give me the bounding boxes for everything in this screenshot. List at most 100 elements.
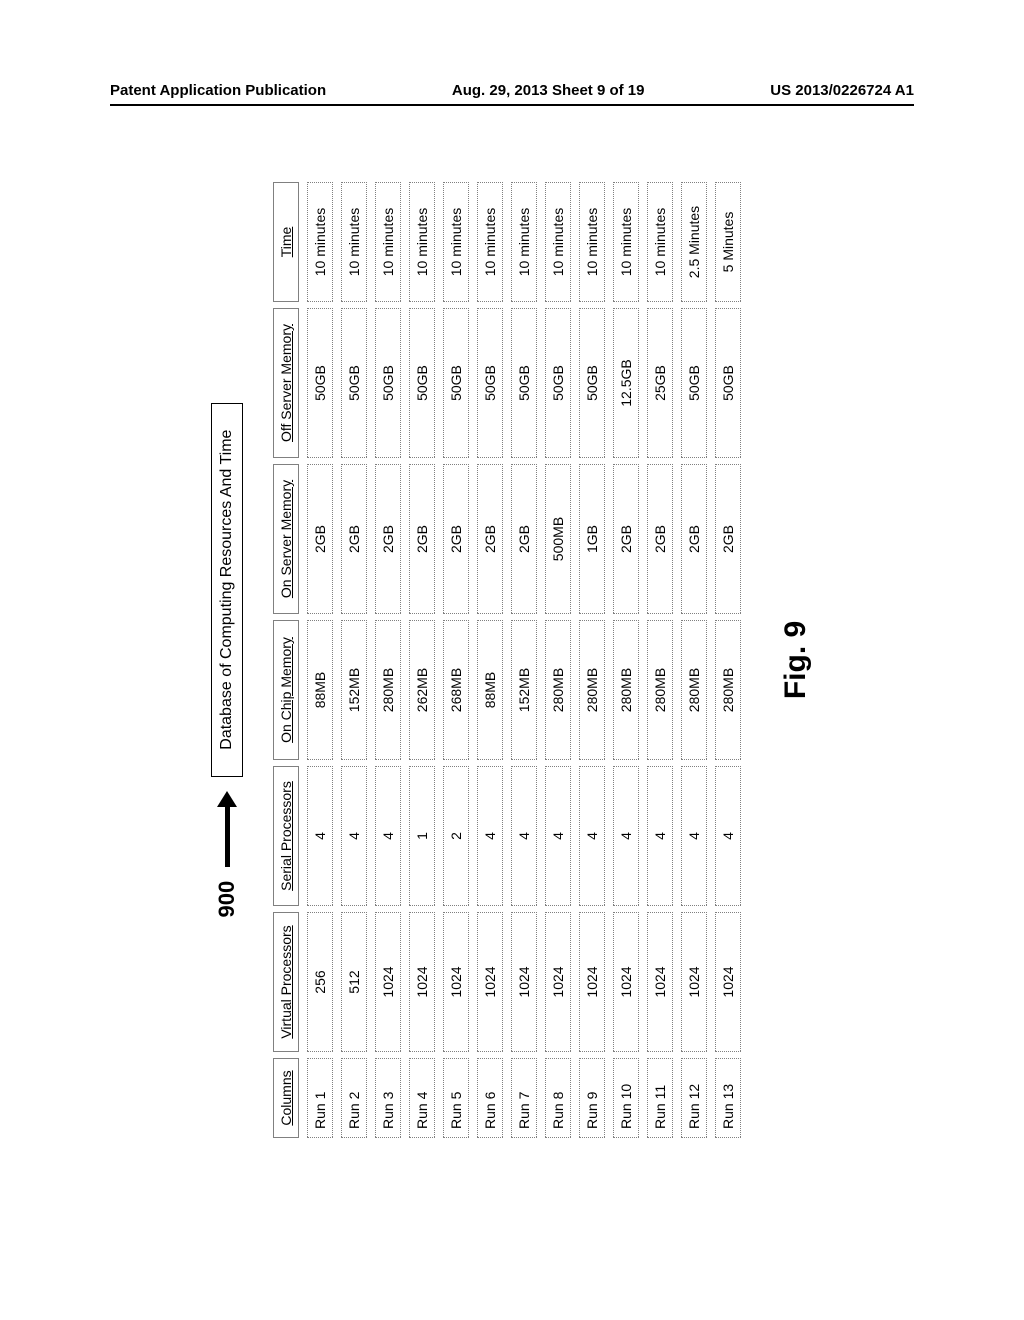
table-cell: 1024 (715, 912, 741, 1052)
table-cell: 4 (715, 766, 741, 906)
table-cell: 152MB (341, 620, 367, 760)
table-cell: 500MB (545, 464, 571, 614)
resources-table: Columns Virtual Processors Serial Processo… (265, 176, 749, 1144)
table-cell: 10 minutes (511, 182, 537, 302)
table-cell: 4 (613, 766, 639, 906)
table-cell: 50GB (545, 308, 571, 458)
table-cell: 10 minutes (477, 182, 503, 302)
table-cell: 10 minutes (579, 182, 605, 302)
table-cell: 4 (647, 766, 673, 906)
figure-caption: Fig. 9 (779, 150, 813, 1170)
table-row: Run 410241262MB2GB50GB10 minutes (409, 182, 435, 1138)
row-label: Run 6 (477, 1058, 503, 1138)
table-row: Run 710244152MB2GB50GB10 minutes (511, 182, 537, 1138)
column-header: On Server Memory (273, 464, 299, 614)
table-cell: 4 (375, 766, 401, 906)
table-cell: 50GB (341, 308, 367, 458)
column-header: Columns (273, 1058, 299, 1138)
table-cell: 10 minutes (545, 182, 571, 302)
table-cell: 2.5 Minutes (681, 182, 707, 302)
column-header: On Chip Memory (273, 620, 299, 760)
column-header: Time (273, 182, 299, 302)
table-row: Run 1110244280MB2GB25GB10 minutes (647, 182, 673, 1138)
table-cell: 1024 (545, 912, 571, 1052)
table-cell: 1024 (443, 912, 469, 1052)
table-row: Run 910244280MB1GB50GB10 minutes (579, 182, 605, 1138)
table-cell: 4 (307, 766, 333, 906)
table-row: Run 1010244280MB2GB12.5GB10 minutes (613, 182, 639, 1138)
column-header: Serial Processors (273, 766, 299, 906)
table-cell: 5 Minutes (715, 182, 741, 302)
column-header: Off Server Memory (273, 308, 299, 458)
row-label: Run 10 (613, 1058, 639, 1138)
table-cell: 50GB (511, 308, 537, 458)
table-cell: 1024 (511, 912, 537, 1052)
figure-9: 900 Database of Computing Resources And … (211, 150, 813, 1170)
table-row: Run 510242268MB2GB50GB10 minutes (443, 182, 469, 1138)
table-cell: 2GB (375, 464, 401, 614)
table-row: Run 6 1024 4 88MB 2GB 50GB 10 minutes (477, 182, 503, 1138)
table-cell: 10 minutes (613, 182, 639, 302)
table-cell: 2GB (443, 464, 469, 614)
row-label: Run 2 (341, 1058, 367, 1138)
table-cell: 4 (579, 766, 605, 906)
table-cell: 10 minutes (375, 182, 401, 302)
table-cell: 152MB (511, 620, 537, 760)
table-cell: 25GB (647, 308, 673, 458)
table-cell: 10 minutes (409, 182, 435, 302)
header-left: Patent Application Publication (110, 82, 326, 99)
table-cell: 88MB (307, 620, 333, 760)
table-cell: 4 (477, 766, 503, 906)
arrow-icon (217, 791, 237, 867)
table-cell: 2GB (477, 464, 503, 614)
header-center: Aug. 29, 2013 Sheet 9 of 19 (452, 82, 645, 99)
table-cell: 280MB (681, 620, 707, 760)
table-cell: 50GB (409, 308, 435, 458)
table-cell: 4 (511, 766, 537, 906)
table-cell: 50GB (443, 308, 469, 458)
table-cell: 280MB (579, 620, 605, 760)
table-cell: 4 (341, 766, 367, 906)
table-body: Run 1256488MB2GB50GB10 minutesRun 251241… (307, 182, 741, 1138)
figure-title-row: 900 Database of Computing Resources And … (211, 150, 243, 1170)
table-cell: 1024 (647, 912, 673, 1052)
page-header: Patent Application Publication Aug. 29, … (0, 82, 1024, 99)
table-cell: 2GB (681, 464, 707, 614)
table-cell: 1024 (477, 912, 503, 1052)
row-label: Run 4 (409, 1058, 435, 1138)
table-cell: 10 minutes (307, 182, 333, 302)
table-cell: 2GB (647, 464, 673, 614)
table-row: Run 1210244280MB2GB50GB2.5 Minutes (681, 182, 707, 1138)
table-cell: 12.5GB (613, 308, 639, 458)
row-label: Run 3 (375, 1058, 401, 1138)
table-cell: 268MB (443, 620, 469, 760)
table-cell: 512 (341, 912, 367, 1052)
row-label: Run 1 (307, 1058, 333, 1138)
table-row: Run 3 1024 4 280MB 2GB 50GB 10 minutes (375, 182, 401, 1138)
table-cell: 88MB (477, 620, 503, 760)
table-cell: 50GB (477, 308, 503, 458)
row-label: Run 13 (715, 1058, 741, 1138)
header-right: US 2013/0226724 A1 (770, 82, 914, 99)
table-row: Run 1310244280MB2GB50GB5 Minutes (715, 182, 741, 1138)
table-cell: 1024 (375, 912, 401, 1052)
table-row: Run 810244280MB500MB50GB10 minutes (545, 182, 571, 1138)
table-cell: 280MB (545, 620, 571, 760)
table-cell: 50GB (681, 308, 707, 458)
table-cell: 2GB (613, 464, 639, 614)
column-header: Virtual Processors (273, 912, 299, 1052)
header-rule (110, 104, 914, 106)
row-label: Run 9 (579, 1058, 605, 1138)
row-label: Run 7 (511, 1058, 537, 1138)
table-cell: 1024 (579, 912, 605, 1052)
table-cell: 2GB (341, 464, 367, 614)
row-label: Run 12 (681, 1058, 707, 1138)
table-cell: 256 (307, 912, 333, 1052)
table-cell: 50GB (375, 308, 401, 458)
table-cell: 262MB (409, 620, 435, 760)
table-cell: 280MB (375, 620, 401, 760)
table-cell: 50GB (715, 308, 741, 458)
table-cell: 10 minutes (341, 182, 367, 302)
table-cell: 280MB (613, 620, 639, 760)
table-cell: 280MB (647, 620, 673, 760)
